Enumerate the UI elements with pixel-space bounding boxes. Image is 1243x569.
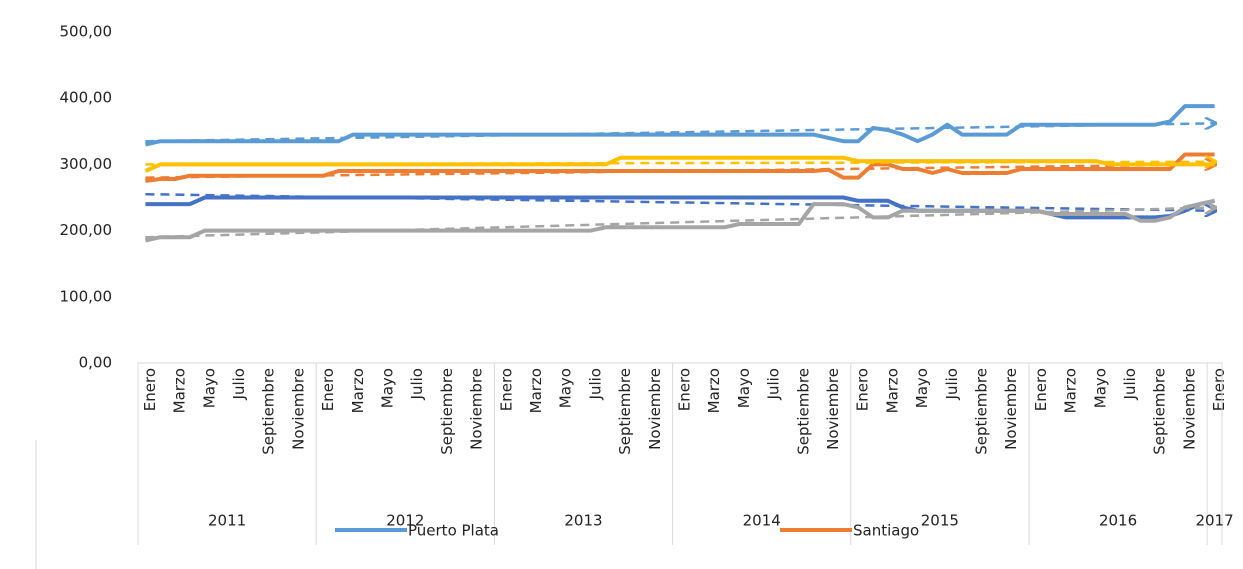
- year-label: 2011: [208, 512, 246, 530]
- x-tick-label: Enero: [1210, 368, 1228, 411]
- x-tick-label: Marzo: [1062, 368, 1080, 413]
- series-line: [144, 198, 1216, 243]
- legend-label: Puerto Plata: [408, 522, 499, 540]
- x-tick-label: Enero: [497, 368, 515, 411]
- x-tick-label: Julio: [1121, 368, 1139, 400]
- x-tick-label: Noviembre: [1002, 368, 1020, 450]
- trend-line: [145, 164, 1214, 179]
- y-tick-label: 0,00: [79, 354, 112, 372]
- x-tick-label: Enero: [1032, 368, 1050, 411]
- year-label: 2012: [386, 512, 424, 530]
- x-tick-label: Marzo: [349, 368, 367, 413]
- x-tick-label: Noviembre: [468, 368, 486, 450]
- y-tick-label: 300,00: [60, 155, 113, 173]
- x-tick-label: Mayo: [735, 368, 753, 408]
- y-tick-label: 100,00: [60, 287, 113, 305]
- year-label: 2013: [564, 512, 602, 530]
- x-tick-label: Noviembre: [646, 368, 664, 450]
- y-tick-label: 200,00: [60, 221, 113, 239]
- x-tick-label: Septiembre: [616, 368, 634, 455]
- x-tick-label: Enero: [141, 368, 159, 411]
- y-tick-label: 500,00: [60, 23, 113, 41]
- x-tick-label: Marzo: [171, 368, 189, 413]
- x-tick-label: Septiembre: [1151, 368, 1169, 455]
- x-tick-label: Noviembre: [1180, 368, 1198, 450]
- x-tick-label: Enero: [319, 368, 337, 411]
- series-line: [145, 152, 1215, 183]
- x-tick-label: Septiembre: [260, 368, 278, 455]
- x-tick-label: Julio: [943, 368, 961, 400]
- x-tick-label: Noviembre: [289, 368, 307, 450]
- year-label: 2015: [921, 512, 959, 530]
- x-tick-label: Septiembre: [438, 368, 456, 455]
- x-tick-label: Septiembre: [972, 368, 990, 455]
- x-tick-label: Marzo: [527, 368, 545, 413]
- x-tick-label: Marzo: [705, 368, 723, 413]
- x-tick-label: Enero: [676, 368, 694, 411]
- x-tick-label: Mayo: [200, 368, 218, 408]
- legend-label: Santiago: [853, 522, 919, 540]
- y-tick-label: 400,00: [60, 89, 113, 107]
- x-tick-label: Julio: [765, 368, 783, 400]
- year-label: 2017: [1195, 512, 1233, 530]
- x-tick-label: Julio: [408, 368, 426, 400]
- series-line: [144, 104, 1215, 147]
- trend-line: [145, 207, 1214, 239]
- x-tick-label: Septiembre: [794, 368, 812, 455]
- x-tick-label: Julio: [586, 368, 604, 400]
- trend-line: [145, 192, 1214, 211]
- year-label: 2016: [1099, 512, 1137, 530]
- x-tick-label: Enero: [854, 368, 872, 411]
- x-tick-label: Mayo: [557, 368, 575, 408]
- x-tick-label: Mayo: [379, 368, 397, 408]
- x-tick-label: Julio: [230, 368, 248, 400]
- x-tick-label: Marzo: [883, 368, 901, 413]
- year-label: 2014: [743, 512, 781, 530]
- x-tick-label: Mayo: [913, 368, 931, 408]
- x-tick-label: Mayo: [1091, 368, 1109, 408]
- series-line: [144, 155, 1215, 173]
- x-tick-label: Noviembre: [824, 368, 842, 450]
